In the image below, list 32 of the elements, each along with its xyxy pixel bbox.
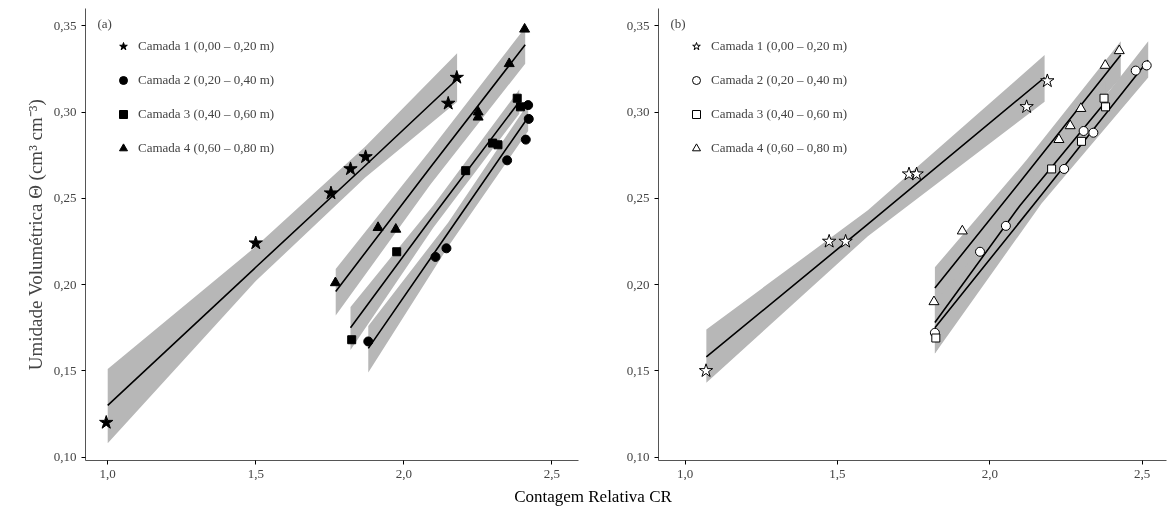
y-tick-label: 0,15 [626,362,650,378]
annotation: (b) [670,15,686,31]
y-tick-label: 0,25 [626,190,650,206]
legend-label: Camada 3 (0,40 – 0,60 m) [711,106,848,122]
y-tick-label: 0,35 [53,17,77,33]
x-tick-label: 2,5 [543,465,560,481]
x-tick-label: 1,0 [676,465,694,481]
legend-label: Camada 2 (0,20 – 0,40 m) [138,72,275,88]
y-axis-title: Umidade Volumétrica Θ (cm³ cm⁻³) [24,99,47,371]
legend-label: Camada 1 (0,00 – 0,20 m) [138,38,275,54]
legend-label: Camada 1 (0,00 – 0,20 m) [711,38,848,54]
x-tick-label: 1,0 [99,465,116,481]
y-tick-label: 0,25 [53,190,77,206]
y-tick-label: 0,35 [626,17,650,33]
x-tick-label: 2,0 [981,465,998,481]
legend-label: Camada 2 (0,20 – 0,40 m) [711,72,848,88]
y-tick-label: 0,15 [53,362,77,378]
x-tick-label: 2,5 [1134,465,1151,481]
y-tick-label: 0,20 [53,276,77,292]
legend-label: Camada 3 (0,40 – 0,60 m) [138,106,275,122]
x-tick-label: 2,0 [395,465,412,481]
y-tick-label: 0,10 [53,449,77,465]
x-tick-label: 1,5 [829,465,846,481]
y-tick-label: 0,30 [53,104,77,120]
y-tick-label: 0,10 [626,449,650,465]
legend-label: Camada 4 (0,60 – 0,80 m) [138,140,275,156]
annotation: (a) [97,15,112,31]
x-axis-title: Contagem Relativa CR [514,486,672,508]
y-tick-label: 0,30 [626,104,650,120]
y-tick-label: 0,20 [626,276,650,292]
legend-label: Camada 4 (0,60 – 0,80 m) [711,140,848,156]
x-tick-label: 1,5 [247,465,264,481]
